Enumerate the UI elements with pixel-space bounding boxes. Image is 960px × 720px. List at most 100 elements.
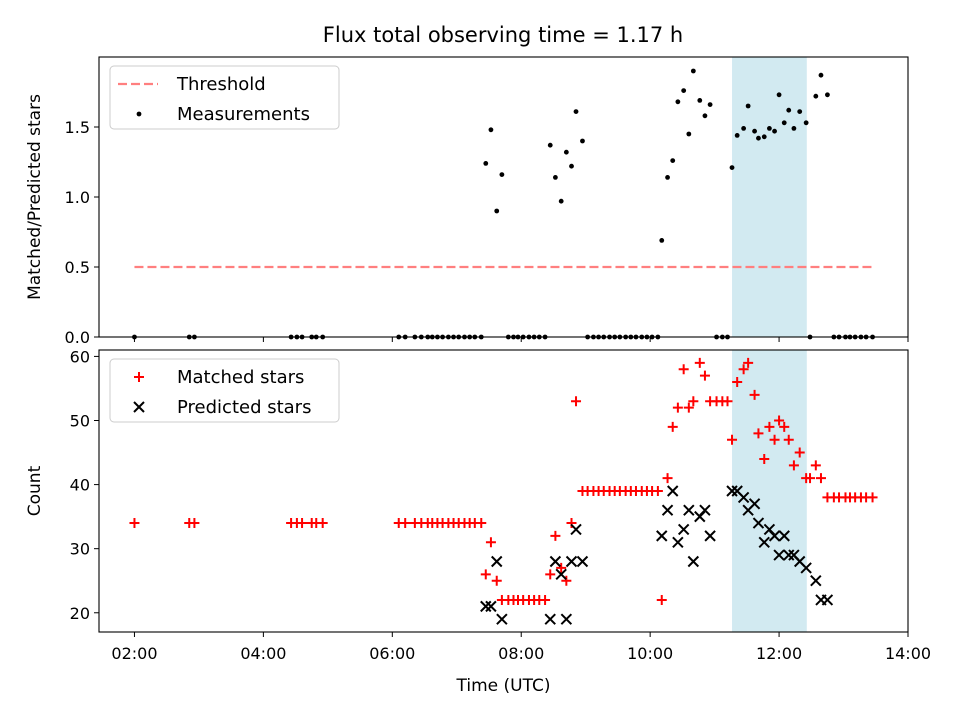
matched-star-point (652, 486, 663, 496)
predicted-star-point (768, 530, 781, 542)
measurement-point (786, 107, 792, 113)
y-tick-label: 0.5 (65, 258, 90, 277)
legend-label: Measurements (177, 104, 310, 125)
legend-label: Predicted stars (177, 397, 311, 418)
matched-star-point (297, 518, 308, 529)
predicted-star-point (555, 568, 567, 581)
matched-star-point (561, 575, 572, 586)
predicted-star-point (758, 536, 770, 548)
predicted-star-point (485, 600, 497, 613)
matched-star-point (783, 434, 794, 445)
measurement-point (813, 93, 819, 99)
matched-star-point (545, 569, 556, 580)
measurement-point (573, 109, 579, 114)
matched-star-point (566, 518, 577, 529)
measurement-point (729, 165, 735, 171)
predicted-star-point (570, 523, 582, 536)
matched-star-point (727, 434, 738, 445)
matched-star-point (753, 428, 764, 439)
matched-star-point (400, 518, 411, 529)
measurement-point (745, 103, 751, 109)
predicted-star-point (560, 613, 573, 625)
y-axis-label: Count (25, 465, 45, 516)
predicted-star-point (821, 594, 834, 606)
measurement-point (686, 131, 692, 137)
matched-star-point (732, 377, 743, 388)
legend-label: Threshold (176, 74, 266, 95)
legend: Matched stars Predicted stars (109, 358, 340, 423)
measurement-point (690, 68, 696, 74)
measurement-point (665, 175, 670, 180)
matched-star-point (667, 421, 678, 432)
x-tick-label: 08:00 (498, 644, 544, 663)
x-tick-label: 06:00 (369, 644, 415, 663)
measurement-point (752, 128, 757, 134)
measurement-point (569, 163, 574, 169)
measurement-point (707, 102, 713, 107)
measurement-point (734, 133, 740, 138)
measurement-point (761, 134, 767, 140)
matched-star-point (805, 473, 816, 484)
y-tick-label: 40 (70, 476, 90, 495)
measurement-point (483, 161, 489, 166)
x-tick-label: 04:00 (240, 644, 286, 663)
legend: Threshold Measurements (109, 65, 340, 130)
measurement-point (547, 142, 553, 148)
predicted-star-point (752, 517, 765, 529)
measurement-point (803, 120, 809, 126)
highlight-span (732, 350, 807, 632)
x-tick-label: 10:00 (627, 644, 673, 663)
measurement-point (767, 125, 772, 131)
measurement-point (675, 99, 681, 105)
x-axis-label: Time (UTC) (456, 676, 551, 696)
measurement-point (499, 172, 505, 178)
matched-star-point (129, 518, 140, 529)
predicted-star-point (544, 613, 556, 625)
y-tick-label: 0.0 (65, 328, 90, 347)
predicted-star-point (699, 504, 711, 516)
legend-predicted-swatch (133, 401, 145, 413)
measurement-point (494, 208, 500, 214)
measurement-point (825, 92, 830, 98)
matched-star-point (683, 402, 694, 413)
matched-star-point (480, 569, 491, 580)
legend-label: Matched stars (177, 367, 304, 388)
matched-star-point (759, 453, 770, 464)
matched-star-point (662, 473, 673, 484)
y-tick-label: 60 (70, 347, 90, 366)
series-predicted-stars (480, 485, 834, 625)
measurement-point (781, 120, 787, 126)
predicted-star-point (687, 555, 700, 568)
legend-matched-swatch (134, 372, 144, 382)
measurement-point (741, 125, 747, 131)
measurement-point (552, 175, 558, 180)
predicted-star-point (683, 504, 695, 516)
predicted-star-point (565, 555, 578, 568)
matched-star-point (867, 492, 878, 503)
predicted-star-point (549, 555, 562, 568)
predicted-star-point (737, 491, 750, 504)
matched-star-point (743, 357, 754, 368)
predicted-star-point (491, 555, 503, 568)
matched-star-point (774, 415, 785, 426)
measurement-point (772, 128, 777, 134)
x-tick-label: 02:00 (111, 644, 157, 663)
highlight-span (732, 57, 807, 337)
predicted-star-point (656, 530, 668, 542)
measurement-point (697, 98, 703, 103)
legend-box (109, 65, 340, 130)
matched-star-point (317, 518, 328, 529)
axes-frame (98, 349, 909, 633)
predicted-star-point (748, 498, 761, 510)
matched-star-point (694, 357, 705, 368)
y-tick-label: 30 (70, 540, 90, 559)
x-tick-label: 14:00 (885, 644, 931, 663)
measurement-point (797, 109, 803, 114)
predicted-star-point (661, 504, 674, 516)
measurement-point (659, 238, 665, 243)
measurement-point (791, 125, 797, 131)
matched-star-point (699, 370, 710, 381)
matched-star-point (788, 460, 799, 471)
matched-star-point (794, 447, 805, 458)
matched-star-point (485, 537, 496, 548)
